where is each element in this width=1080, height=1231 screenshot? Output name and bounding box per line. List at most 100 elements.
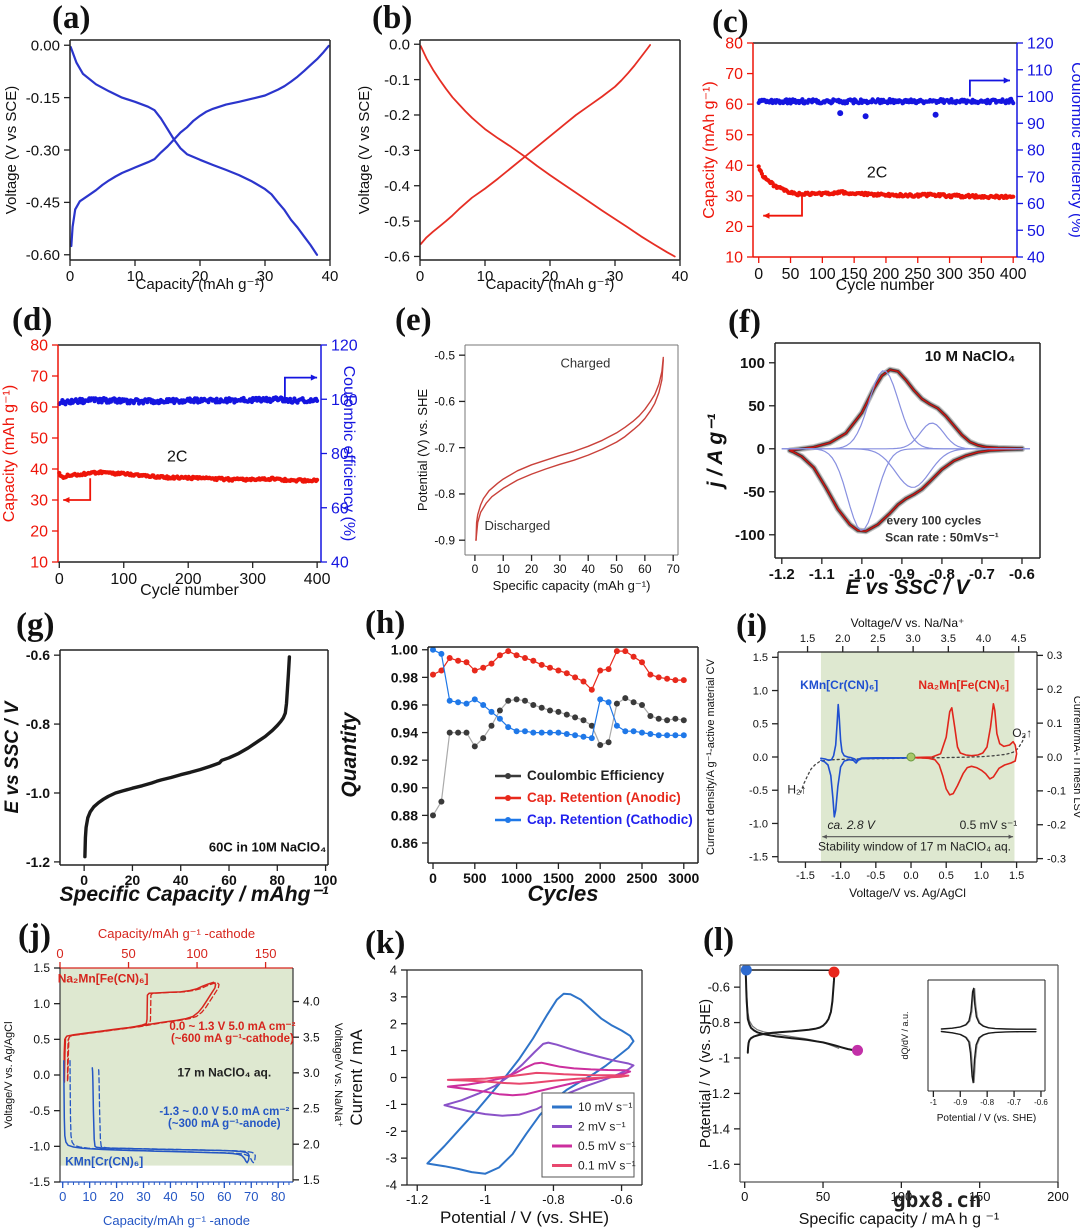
panel-l-inset: -1 -0.9 -0.8 -0.7 -0.6 Potential / V (vs. SHE…: [900, 963, 1075, 1131]
svg-text:-0.8: -0.8: [542, 1192, 564, 1207]
svg-text:70: 70: [244, 1189, 258, 1204]
svg-text:-0.5: -0.5: [749, 785, 768, 797]
svg-text:30: 30: [725, 188, 743, 205]
svg-text:-0.2: -0.2: [1047, 820, 1066, 832]
svg-text:20: 20: [542, 268, 559, 285]
svg-text:100: 100: [1027, 89, 1054, 106]
svg-text:Specific capacity (mAh g⁻¹): Specific capacity (mAh g⁻¹): [493, 578, 651, 593]
svg-text:0.92: 0.92: [391, 752, 418, 768]
svg-text:120: 120: [1027, 36, 1054, 53]
panel-e-label: (e): [395, 302, 432, 338]
svg-text:Voltage/V vs. Ag/AgCl: Voltage/V vs. Ag/AgCl: [849, 886, 966, 900]
panel-h-label: (h): [365, 605, 406, 641]
svg-text:40: 40: [173, 872, 189, 888]
svg-text:-0.1: -0.1: [1047, 786, 1066, 798]
svg-text:80: 80: [271, 1189, 285, 1204]
svg-text:-0.5: -0.5: [434, 348, 455, 362]
svg-text:100: 100: [186, 946, 208, 961]
svg-text:60: 60: [221, 872, 237, 888]
svg-text:-1.5: -1.5: [749, 852, 768, 864]
svg-text:-0.4: -0.4: [384, 178, 410, 195]
svg-text:-0.9: -0.9: [889, 566, 915, 583]
panel-a: (a) 0 10 20 30 40 0.00 -0.15 -0.30 -0.45 -0.60 Capa…: [0, 0, 350, 295]
svg-text:Current density/A g⁻¹-active m: Current density/A g⁻¹-active material CV: [705, 658, 717, 855]
panel-l: (l) 0 50 100 150 200 -0.6 -0.8 -1 -1.2 -1.4 -1.6 Spe…: [697, 905, 1080, 1231]
svg-text:80: 80: [725, 36, 743, 53]
svg-text:0: 0: [429, 870, 437, 886]
svg-text:4.5: 4.5: [1011, 633, 1026, 645]
panel-b: (b) 0 10 20 30 40 0.0 -0.1 -0.2 -0.3 -0.4 -0.5 -0.6 C…: [355, 0, 695, 295]
panel-l-chart: 0 50 100 150 200 -0.6 -0.8 -1 -1.2 -1.4 -1.6 Specif…: [697, 964, 1069, 1228]
svg-text:-1.0: -1.0: [849, 566, 875, 583]
svg-text:0.0: 0.0: [903, 870, 918, 882]
panel-l-label: (l): [703, 922, 735, 958]
svg-text:250: 250: [904, 266, 931, 283]
svg-text:Coulombic Efficiency: Coulombic Efficiency: [527, 768, 665, 783]
svg-text:1.0: 1.0: [753, 685, 768, 697]
svg-text:0: 0: [416, 268, 424, 285]
svg-text:-3: -3: [385, 1151, 397, 1166]
svg-text:40: 40: [30, 462, 48, 479]
svg-text:110: 110: [1027, 62, 1053, 79]
svg-text:0: 0: [66, 268, 74, 285]
svg-text:0.98: 0.98: [391, 669, 418, 685]
svg-text:Voltage/V vs. Na/Na⁺: Voltage/V vs. Na/Na⁺: [332, 1023, 344, 1127]
svg-text:0.5: 0.5: [33, 1033, 50, 1047]
svg-text:-1: -1: [718, 1051, 730, 1066]
svg-text:0.5 mV s⁻¹: 0.5 mV s⁻¹: [578, 1139, 636, 1153]
svg-text:100: 100: [740, 355, 765, 372]
svg-text:Quantity: Quantity: [338, 711, 361, 797]
svg-text:-1.2: -1.2: [769, 566, 795, 583]
svg-text:-0.7: -0.7: [969, 566, 995, 583]
svg-text:30: 30: [257, 268, 274, 285]
svg-text:60C in 10M NaClO₄: 60C in 10M NaClO₄: [209, 840, 326, 855]
svg-text:0: 0: [56, 946, 63, 961]
svg-text:10: 10: [30, 555, 48, 572]
svg-text:Specific Capacity / mAhg⁻¹: Specific Capacity / mAhg⁻¹: [60, 883, 329, 906]
svg-text:-1.0: -1.0: [749, 818, 768, 830]
svg-text:Cycle number: Cycle number: [836, 277, 935, 294]
svg-text:10: 10: [477, 268, 494, 285]
panel-k-label: (k): [365, 925, 406, 961]
svg-text:-1.0: -1.0: [831, 870, 850, 882]
svg-text:350: 350: [968, 266, 995, 283]
svg-text:-0.5: -0.5: [866, 870, 885, 882]
svg-text:100: 100: [110, 571, 137, 588]
svg-text:Potential / V (vs. SHE): Potential / V (vs. SHE): [697, 999, 714, 1148]
svg-text:Na₂Mn[Fe(CN)₆]: Na₂Mn[Fe(CN)₆]: [58, 971, 149, 985]
svg-text:Capacity (mAh g⁻¹): Capacity (mAh g⁻¹): [136, 276, 265, 293]
svg-text:50: 50: [1027, 223, 1045, 240]
svg-text:H₂↑: H₂↑: [787, 783, 806, 797]
svg-text:-0.6: -0.6: [384, 249, 410, 266]
svg-text:-0.6: -0.6: [434, 395, 455, 409]
panel-d: (d) 0 100 200 300 400 10 20 30 40 50 60 70 80 40 60 80 10…: [0, 295, 358, 600]
svg-text:0.5: 0.5: [753, 719, 768, 731]
svg-text:60: 60: [217, 1189, 231, 1204]
svg-text:-0.8: -0.8: [434, 487, 455, 501]
svg-text:-1: -1: [930, 1098, 938, 1107]
svg-text:-0.6: -0.6: [26, 647, 50, 663]
svg-text:Cycles: Cycles: [528, 881, 599, 906]
svg-text:1.0: 1.0: [33, 997, 50, 1011]
svg-text:Coulombic efficiency (%): Coulombic efficiency (%): [340, 366, 357, 542]
svg-text:-0.6: -0.6: [708, 980, 730, 995]
svg-text:50: 50: [748, 398, 765, 415]
svg-text:(~300 mA g⁻¹-anode): (~300 mA g⁻¹-anode): [168, 1118, 281, 1130]
svg-text:-1.2: -1.2: [26, 854, 50, 870]
svg-text:1.00: 1.00: [391, 642, 418, 658]
svg-text:2.0: 2.0: [303, 1137, 320, 1151]
watermark: gbx8.cn: [893, 1188, 982, 1212]
panel-i-chart: -1.5 -1.0 -0.5 0.0 0.5 1.0 1.5 1.5 2.0 2.5 3.0 3.5 4…: [705, 616, 1080, 900]
svg-text:-0.5: -0.5: [384, 213, 410, 230]
svg-text:0: 0: [472, 562, 479, 576]
svg-text:40: 40: [163, 1189, 177, 1204]
svg-text:70: 70: [30, 369, 48, 386]
svg-text:-1.5: -1.5: [29, 1175, 50, 1189]
panel-j: (j) 0 10 20 30 40 50 60 70 80 0 50 100 150 -1.5 -1.0 -0.…: [0, 905, 344, 1231]
svg-text:200: 200: [1047, 1189, 1069, 1204]
svg-text:0.1: 0.1: [1047, 718, 1062, 730]
svg-text:-0.9: -0.9: [434, 533, 455, 547]
svg-text:E vs SSC / V: E vs SSC / V: [846, 576, 972, 599]
svg-text:KMn[Cr(CN)₆]: KMn[Cr(CN)₆]: [800, 678, 878, 692]
svg-text:2500: 2500: [626, 870, 657, 886]
